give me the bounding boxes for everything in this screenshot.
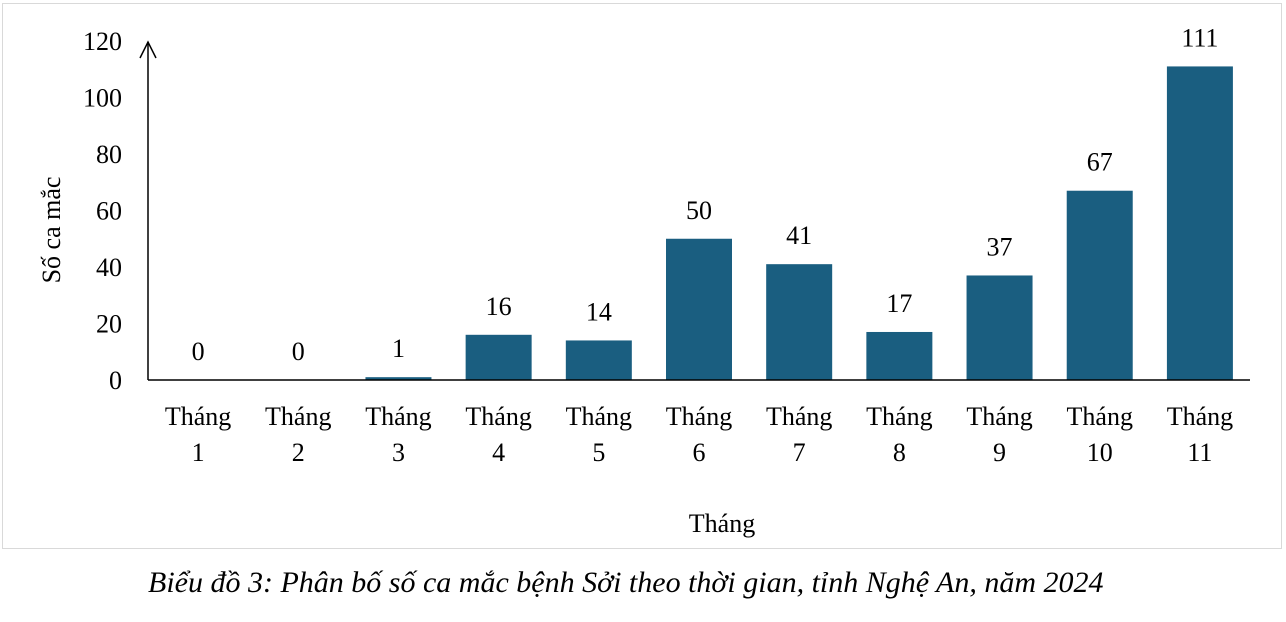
y-tick-label: 40 [96,253,122,282]
y-tick-label: 60 [96,197,122,226]
bar-chart: 0 20 40 60 80 100 120 0 0 1 16 14 50 41 17 37 67 111 Thá… [37,23,1250,538]
bar-value-label: 0 [292,337,305,366]
bar [1066,190,1133,380]
x-tick-label: Tháng 9 [966,402,1032,467]
bar-value-label: 37 [987,232,1013,261]
y-axis-arrowhead [139,40,157,59]
x-tick-label: Tháng 6 [666,402,732,467]
chart-caption: Biểu đồ 3: Phân bố số ca mắc bệnh Sởi th… [148,566,1104,599]
bar [866,331,933,380]
y-tick-label: 20 [96,310,122,339]
bar-value-label: 41 [786,221,812,250]
x-tick-label: Tháng 7 [766,402,832,467]
x-tick-label: Tháng 2 [265,402,331,467]
bar [766,264,833,380]
y-axis-ticks: 0 20 40 60 80 100 120 [83,27,122,395]
bar [565,340,632,380]
bar-value-label: 111 [1181,23,1218,52]
x-axis-label: Tháng [689,509,755,538]
y-tick-label: 0 [109,366,122,395]
bar-value-label: 14 [586,297,612,326]
bar-value-label: 17 [886,289,912,318]
x-axis-ticks: Tháng 1 Tháng 2 Tháng 3 Tháng 4 Tháng 5 Tháng 6 Thán… [165,402,1233,467]
x-tick-label: Tháng 10 [1067,402,1133,467]
bars [365,66,1233,381]
y-tick-label: 80 [96,140,122,169]
bar [365,377,432,380]
bar [465,334,532,380]
x-tick-label: Tháng 5 [566,402,632,467]
x-tick-label: Tháng 3 [365,402,431,467]
y-axis-label: Số ca mắc [37,177,66,284]
bar-value-label: 0 [192,337,205,366]
data-labels: 0 0 1 16 14 50 41 17 37 67 111 [192,23,1219,366]
bar-value-label: 16 [486,292,512,321]
x-tick-label: Tháng 11 [1167,402,1233,467]
bar-value-label: 50 [686,196,712,225]
bar [1166,66,1233,381]
bar [966,275,1033,380]
bar-value-label: 67 [1087,148,1113,177]
x-tick-label: Tháng 1 [165,402,231,467]
y-tick-label: 100 [83,84,122,113]
y-tick-label: 120 [83,27,122,56]
bar [666,238,732,380]
bar-value-label: 1 [392,334,405,363]
x-tick-label: Tháng 8 [866,402,932,467]
x-tick-label: Tháng 4 [465,402,531,467]
